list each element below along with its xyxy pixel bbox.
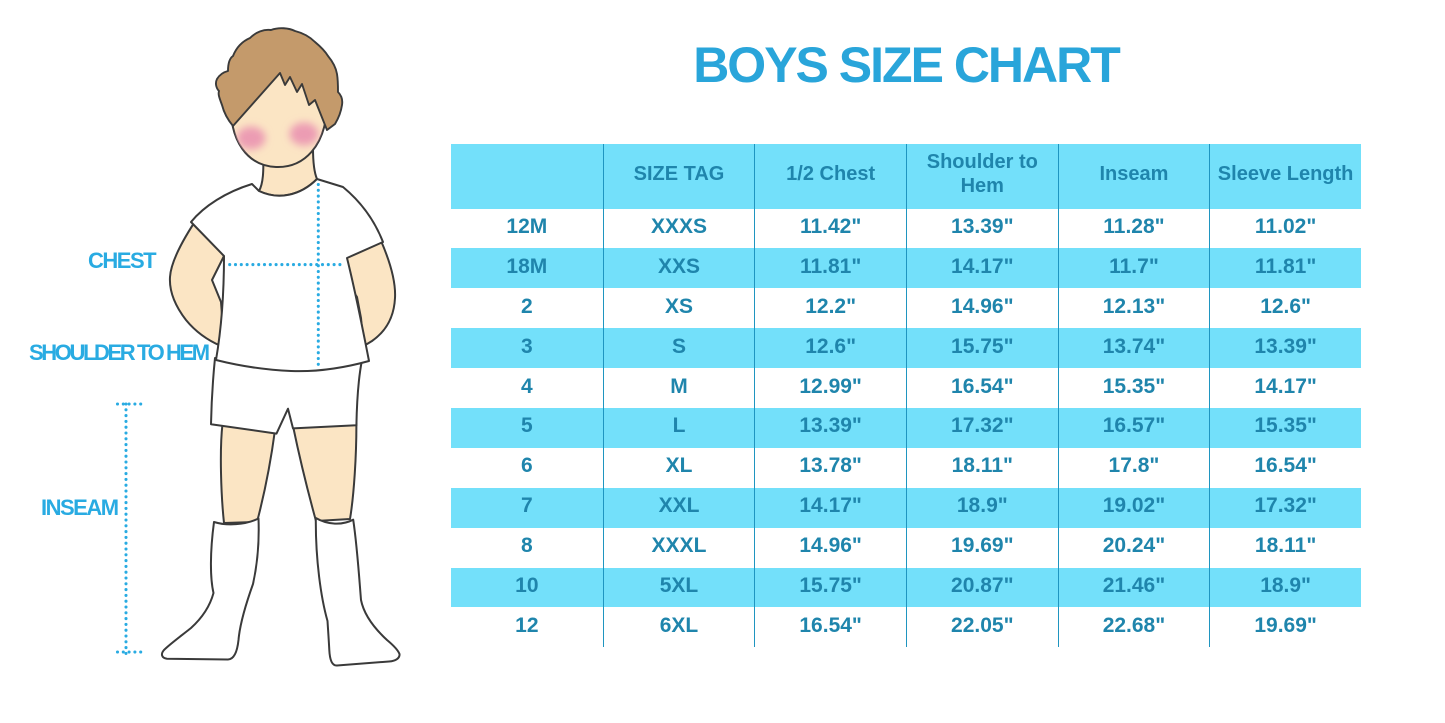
svg-text:CHEST: CHEST: [88, 248, 157, 273]
svg-text:SHOULDER TO HEM: SHOULDER TO HEM: [29, 340, 209, 365]
svg-text:INSEAM: INSEAM: [41, 495, 118, 520]
